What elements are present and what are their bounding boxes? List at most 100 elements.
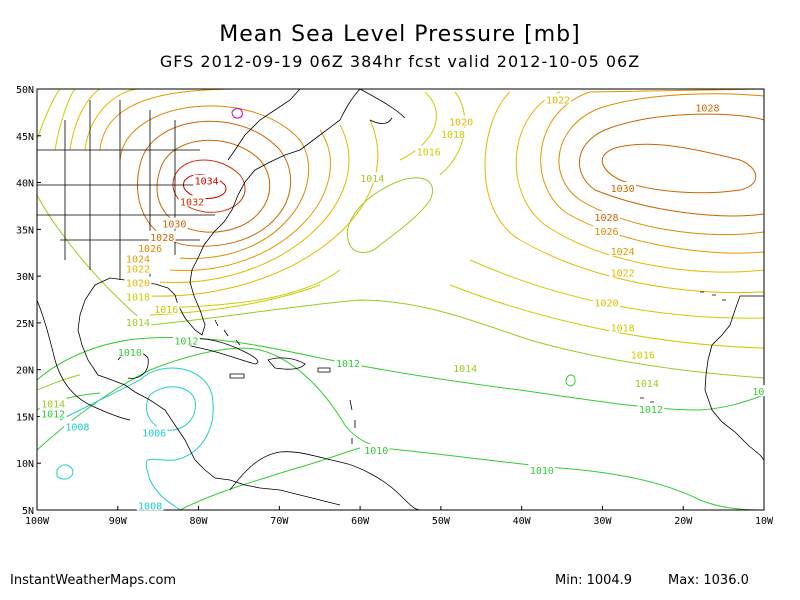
coastline-mexico [37,299,131,421]
contour-label: 1026 [594,227,618,238]
coastline-cuba [184,338,259,365]
contour-label: 10 [752,387,764,398]
contour-label-bg [152,302,180,314]
contour-label: 1014 [635,379,659,390]
map-frame [36,88,765,511]
contour-label: 1014 [360,174,384,185]
max-value: Max: 1036.0 [668,573,749,588]
contour-label-bg [593,211,620,223]
coastline-lesser-antilles [349,399,356,444]
isobar-1016-coastal [37,89,321,316]
lon-tick-label: 20W [674,516,693,527]
min-value: Min: 1004.9 [555,573,633,588]
contour-label: 1010 [530,466,554,477]
contour-label-bg [358,171,386,183]
isobar-1018-coastal [54,89,341,309]
lon-tick-label: 70W [270,516,289,527]
contour-label-bg [124,290,152,302]
lat-tick-label: 5N [22,506,34,517]
contour-label-bg [173,334,200,346]
contour-label-bg [140,426,168,438]
contour-label-bg [593,225,620,237]
isobar-1026-coastal-high [119,105,310,259]
contour-label: 1028 [150,233,174,244]
lat-tick-label: 25N [16,319,34,330]
contour-label-bg [629,348,657,360]
contour-label: 1010 [118,348,142,359]
contour-label-bg [609,321,637,333]
coastline-newfoundland [359,89,406,124]
isobar-1020-coastal [69,89,379,297]
lat-tick-label: 40N [16,179,34,190]
contour-label: 1008 [138,501,162,512]
contour-label: 1018 [126,293,150,304]
contour-label-bg [415,145,443,157]
contour-label-bg [178,195,206,207]
coastline-bahamas [214,319,241,346]
us-state-lines [37,100,215,285]
coastline-jamaica [229,373,245,379]
contour-label-bg [124,252,152,264]
contour-label: 1024 [611,247,635,258]
isobar-1026-atlantic-high [558,93,764,236]
contour-label: 1010 [364,446,388,457]
contour-label: 1024 [126,254,150,265]
contour-label: 1012 [41,410,65,421]
contour-label-bg [160,217,188,229]
coastline-canary-islands [700,291,726,301]
isobar-1030-atlantic-high [602,143,757,194]
contour-label: 1016 [154,305,178,316]
isobar-1020-atlantic [484,91,764,294]
isobar-1012 [37,336,764,411]
contour-label-bg [63,420,91,432]
lat-tick-label: 50N [16,85,34,96]
contour-label-bg [148,230,176,242]
contour-label-bg [136,242,164,254]
isobar-1008-small [56,464,74,480]
contour-label: 1006 [142,428,166,439]
coastline-north-america [77,89,361,506]
contour-label: 1030 [611,184,635,195]
contour-label-bg [528,463,556,475]
isobar-1024-atlantic-high [540,89,764,254]
contour-label: 1022 [546,95,570,106]
isobar-1014-central-low [346,177,433,253]
contour-label: 1028 [594,213,618,224]
contour-label: 1016 [417,148,441,159]
lon-tick-label: 80W [190,516,209,527]
source-credit: InstantWeatherMaps.com [10,573,177,588]
contour-label: 1014 [41,399,65,410]
contour-label-bg [447,115,475,127]
lat-tick-label: 45N [16,132,34,143]
isobar-1018-atlantic [439,91,764,319]
contour-label-bg [544,93,572,105]
contour-label: 1032 [180,197,204,208]
contour-label: 1022 [126,265,150,276]
contour-label: 1018 [611,324,635,335]
contour-label: 1012 [336,359,360,370]
contour-label-bg [39,407,67,419]
lon-tick-label: 50W [432,516,451,527]
isobar-1022-coastal-high [84,89,350,283]
coastlines-layer [37,89,764,510]
lon-tick-label: 40W [513,516,532,527]
coastline-hispaniola [267,357,306,370]
contour-label-bg [451,361,479,373]
isobar-1036-small [231,108,243,119]
lat-tick-label: 30N [16,272,34,283]
isobar-1022-atlantic-high [515,91,764,273]
contour-label-bg [124,262,152,274]
coastline-north-extension [227,89,301,161]
contour-label: 1020 [449,118,473,129]
lon-tick-label: 10W [755,516,774,527]
isobar-1030-coastal-high [156,139,271,233]
isobar-1028-coastal-high [136,120,292,247]
contour-label: 1018 [441,130,465,141]
contour-label-bg [136,499,164,511]
contour-label: 1016 [631,351,655,362]
coastline-puerto-rico [317,367,331,373]
isobar-layer [37,89,764,510]
isobar-1014-west-coast [37,374,81,391]
lat-tick-label: 10N [16,459,34,470]
